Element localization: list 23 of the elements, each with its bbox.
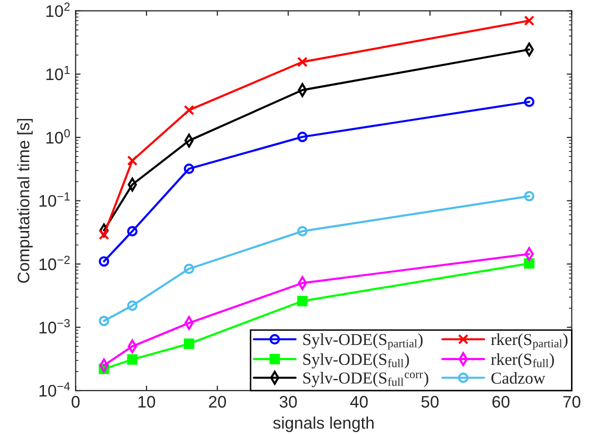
legend-label: Sylv-ODE(S$_{full}$$^{corr}$) [303, 372, 428, 388]
legend-label: rker(S$_{full}$) [491, 353, 554, 368]
x-tick-label: 50 [421, 396, 439, 408]
y-tick-label: 10$^{1}$ [46, 66, 70, 80]
y-tick-label: 10$^{−1}$ [40, 192, 70, 207]
x-tick-label: 40 [350, 396, 368, 408]
y-tick-label: 10$^{−3}$ [40, 319, 70, 334]
x-tick-label: 10 [138, 396, 156, 408]
y-tick-label: 10$^{0}$ [46, 129, 70, 144]
x-tick-label: 20 [208, 396, 226, 408]
y-tick-label: 10$^{2}$ [46, 2, 70, 18]
legend-label: Cadzow [491, 372, 546, 384]
x-axis-title: signals length [273, 416, 374, 432]
legend-label: rker(S$_{partial}$) [491, 333, 568, 350]
legend-label: Sylv-ODE(S$_{partial}$) [303, 333, 423, 350]
x-tick-label: 30 [280, 396, 297, 408]
y-axis-title: Computational time [s] [17, 119, 33, 283]
y-tick-label: 10$^{−4}$ [40, 382, 70, 397]
x-tick-label: 70 [563, 396, 580, 408]
x-tick-label: 0 [72, 396, 80, 408]
x-tick-label: 60 [492, 396, 510, 408]
legend-label: Sylv-ODE(S$_{full}$) [303, 353, 409, 368]
y-tick-label: 10$^{−2}$ [40, 256, 70, 270]
